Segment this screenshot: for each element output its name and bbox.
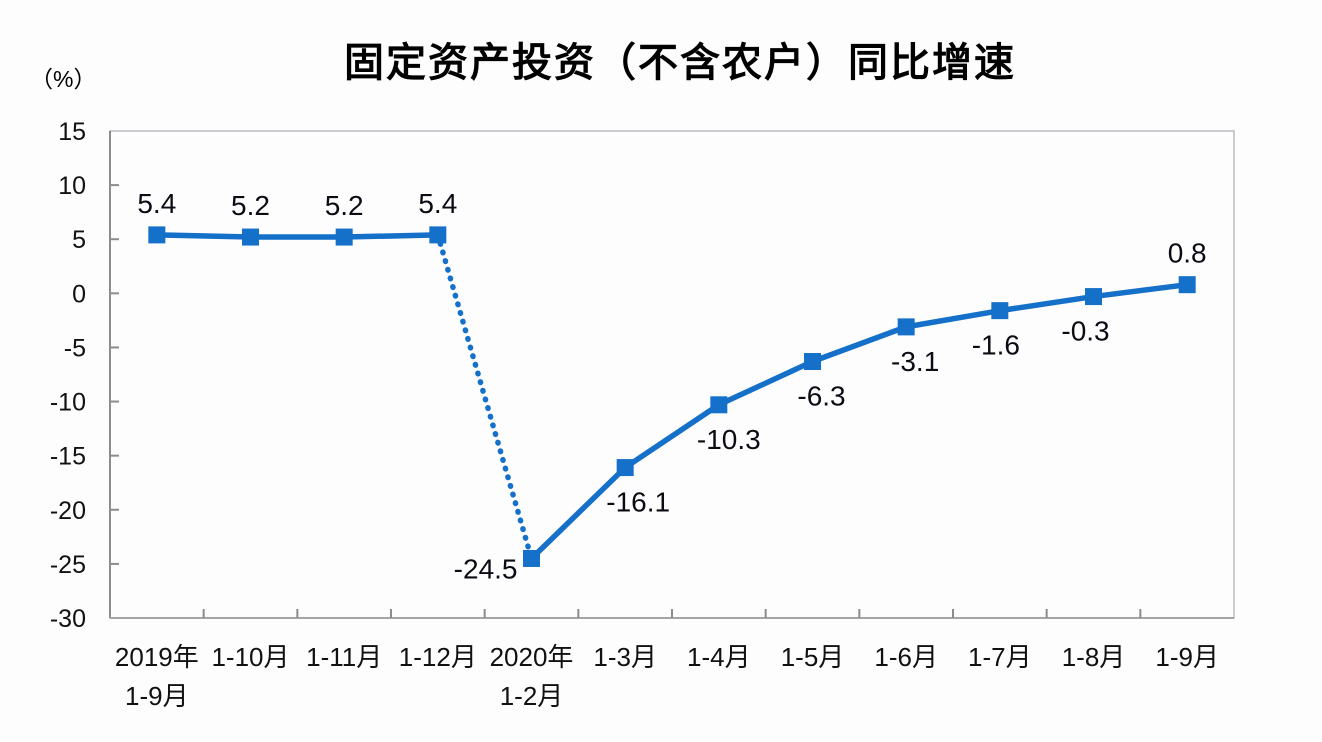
data-point-label: 0.8 [1168,238,1207,269]
data-point-marker [710,396,728,414]
data-point-marker [242,228,259,246]
x-axis-label: 1-5月 [781,642,845,672]
data-point-marker [616,459,634,477]
data-point-marker [991,302,1009,320]
x-axis-label: 2020年 [490,642,574,672]
y-axis-tick-label: 10 [58,172,86,200]
x-axis-label: 1-9月 [1155,642,1219,672]
x-axis-label: 1-4月 [687,642,751,672]
y-axis-tick-label: -25 [50,551,86,579]
data-point-label: -1.6 [972,330,1020,361]
data-point-label: -16.1 [606,487,670,518]
data-point-marker [148,226,166,244]
data-point-marker [523,549,540,567]
data-point-label: -6.3 [797,381,845,412]
data-point-label: -24.5 [454,553,518,584]
chart-title: 固定资产投资（不含农户）同比增速 [344,41,1016,85]
data-point-label: -0.3 [1061,316,1109,347]
data-point-marker [897,318,915,336]
line-series-solid [156,232,438,240]
line-series-solid [529,281,1188,561]
x-axis-label: 1-9月 [125,681,189,711]
x-axis-label: 1-12月 [399,642,477,672]
y-axis-unit-label: （%） [30,66,97,92]
x-axis-label: 1-3月 [593,642,657,672]
data-point-label: 5.2 [231,190,270,221]
x-axis-label: 2019年 [115,642,199,672]
line-series-dotted [435,232,535,562]
data-point-marker [1178,276,1196,294]
x-axis-label: 1-8月 [1062,642,1126,672]
y-axis-tick-label: -5 [64,334,86,362]
x-axis-label: 1-11月 [306,642,382,672]
y-axis-tick-label: 0 [72,280,86,308]
data-point-label: 5.2 [325,190,364,221]
y-axis-tick-label: 15 [58,118,86,146]
x-axis-label: 1-7月 [968,642,1032,672]
plot-border [109,130,1235,619]
y-axis-tick-label: -10 [50,389,86,417]
data-point-label: -10.3 [697,424,761,455]
x-axis-label: 1-2月 [500,681,564,711]
y-axis-tick-label: -15 [50,443,86,471]
x-axis-label: 1-10月 [211,642,289,672]
data-point-marker [335,228,353,246]
data-point-label: 5.4 [418,188,457,219]
data-point-marker [1085,288,1102,306]
x-axis-label: 1-6月 [874,642,938,672]
y-axis-tick-label: -20 [50,497,86,525]
data-point-label: 5.4 [137,188,176,219]
y-axis-tick-label: 5 [72,226,86,254]
y-axis-tick-label: -30 [50,605,86,633]
data-point-label: -3.1 [891,346,939,377]
data-point-marker [804,353,821,371]
data-point-marker [429,226,447,244]
